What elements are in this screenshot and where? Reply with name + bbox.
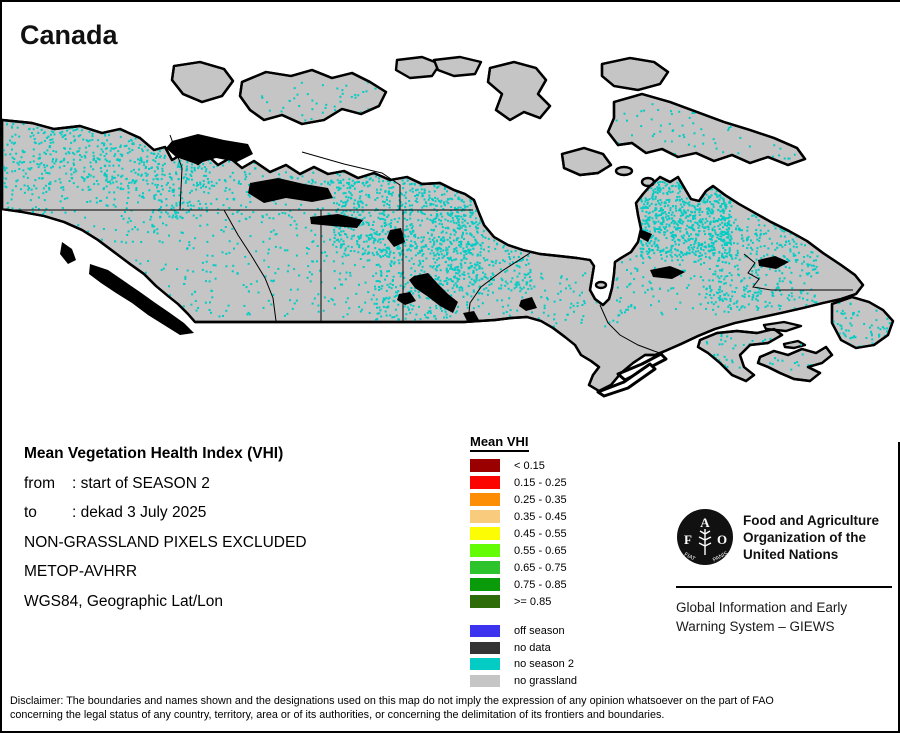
color-swatch <box>470 674 500 687</box>
pixels-excluded-line: NON-GRASSLAND PIXELS EXCLUDED <box>24 533 307 551</box>
lakes-group <box>60 134 789 335</box>
from-label: from <box>24 474 55 492</box>
canada-vhi-map <box>2 2 900 442</box>
legend-class-row: 0.55 - 0.65 <box>470 542 577 559</box>
from-row: from : start of SEASON 2 <box>24 469 464 499</box>
legend-class-row: >= 0.85 <box>470 593 577 610</box>
disclaimer-text: Disclaimer: The boundaries and names sho… <box>10 695 774 721</box>
legend-extra-row: no data <box>470 640 577 657</box>
svg-text:O: O <box>717 532 727 547</box>
to-value: : dekad 3 July 2025 <box>72 504 207 521</box>
color-swatch <box>470 561 500 574</box>
svg-text:F: F <box>684 532 692 547</box>
legend-classes: < 0.15 0.15 - 0.25 0.25 - 0.35 0.35 - 0.… <box>470 457 577 610</box>
giews-name: Global Information and Early Warning Sys… <box>676 600 848 634</box>
to-row: to : dekad 3 July 2025 <box>24 498 464 528</box>
color-swatch <box>470 595 500 608</box>
legend-class-row: 0.35 - 0.45 <box>470 508 577 525</box>
to-label: to <box>24 504 37 521</box>
sensor-line: METOP-AVHRR <box>24 563 138 580</box>
svg-text:A: A <box>700 515 710 530</box>
color-swatch <box>470 641 500 654</box>
projection-line: WGS84, Geographic Lat/Lon <box>24 592 224 610</box>
color-swatch <box>470 625 500 638</box>
color-swatch <box>470 544 500 557</box>
legend-class-row: 0.65 - 0.75 <box>470 559 577 576</box>
legend: Mean VHI < 0.15 0.15 - 0.25 0.25 - 0.35 … <box>470 433 577 689</box>
legend-class-row: < 0.15 <box>470 457 577 474</box>
legend-extra-classes: off season no data no season 2 no grassl… <box>470 623 577 689</box>
vhi-heading: Mean Vegetation Health Index (VHI) <box>24 445 284 462</box>
legend-class-row: 0.15 - 0.25 <box>470 474 577 491</box>
color-swatch <box>470 493 500 506</box>
legend-class-row: 0.75 - 0.85 <box>470 576 577 593</box>
fao-branding-block: A F O FIAT PANIS Food and Agriculture Or… <box>676 508 894 636</box>
fao-org-name: Food and Agriculture Organization of the… <box>743 513 879 562</box>
fao-logo-icon: A F O FIAT PANIS <box>677 509 733 565</box>
color-swatch <box>470 658 500 671</box>
color-swatch <box>470 527 500 540</box>
from-value: : start of SEASON 2 <box>72 474 210 492</box>
legend-title: Mean VHI <box>470 434 529 452</box>
legend-extra-row: off season <box>470 623 577 640</box>
landmass-group <box>2 55 895 393</box>
legend-class-row: 0.25 - 0.35 <box>470 491 577 508</box>
map-metadata-block: Mean Vegetation Health Index (VHI) from … <box>24 439 464 616</box>
svg-text:FIAT: FIAT <box>683 552 697 563</box>
wheat-ear-icon <box>698 529 712 555</box>
fao-separator-line <box>676 586 892 588</box>
legend-class-row: 0.45 - 0.55 <box>470 525 577 542</box>
page-title: Canada <box>20 20 118 50</box>
great-lakes-group <box>596 352 668 398</box>
province-borders <box>12 134 853 355</box>
color-swatch <box>470 476 500 489</box>
color-swatch <box>470 578 500 591</box>
color-swatch <box>470 459 500 472</box>
color-swatch <box>470 510 500 523</box>
legend-extra-row: no grassland <box>470 673 577 690</box>
legend-extra-row: no season 2 <box>470 656 577 673</box>
